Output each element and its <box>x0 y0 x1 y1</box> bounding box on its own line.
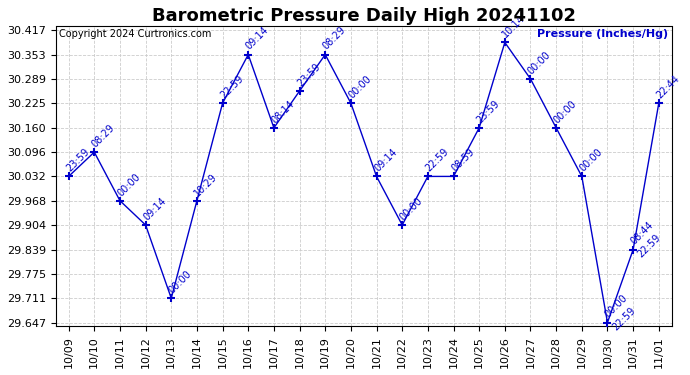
Text: 00:00: 00:00 <box>116 171 142 198</box>
Text: 09:14: 09:14 <box>141 195 168 222</box>
Text: 00:00: 00:00 <box>167 269 194 296</box>
Text: 22:59: 22:59 <box>610 305 637 332</box>
Text: 23:59: 23:59 <box>64 147 91 174</box>
Text: 00:00: 00:00 <box>346 74 373 100</box>
Text: 23:59: 23:59 <box>295 62 322 88</box>
Text: Pressure (Inches/Hg): Pressure (Inches/Hg) <box>538 30 669 39</box>
Text: 08:59: 08:59 <box>449 147 476 174</box>
Text: 00:00: 00:00 <box>526 50 553 76</box>
Text: 22:59: 22:59 <box>218 74 245 100</box>
Text: 22:59: 22:59 <box>636 232 663 260</box>
Text: 09:14: 09:14 <box>372 147 399 174</box>
Text: 00:00: 00:00 <box>552 98 578 125</box>
Text: 08:44: 08:44 <box>629 220 656 247</box>
Text: 22:44: 22:44 <box>655 74 681 100</box>
Text: 08:29: 08:29 <box>321 25 348 52</box>
Text: 22:59: 22:59 <box>424 147 451 174</box>
Text: 00:00: 00:00 <box>578 147 604 174</box>
Text: 00:00: 00:00 <box>398 195 424 222</box>
Text: Copyright 2024 Curtronics.com: Copyright 2024 Curtronics.com <box>59 30 211 39</box>
Text: 23:59: 23:59 <box>475 98 502 125</box>
Title: Barometric Pressure Daily High 20241102: Barometric Pressure Daily High 20241102 <box>152 7 575 25</box>
Text: 00:00: 00:00 <box>603 293 630 320</box>
Text: 08:14: 08:14 <box>270 98 296 125</box>
Text: 08:29: 08:29 <box>90 123 117 149</box>
Text: 10:29: 10:29 <box>193 171 219 198</box>
Text: 10:14: 10:14 <box>500 13 527 40</box>
Text: 09:14: 09:14 <box>244 25 270 52</box>
